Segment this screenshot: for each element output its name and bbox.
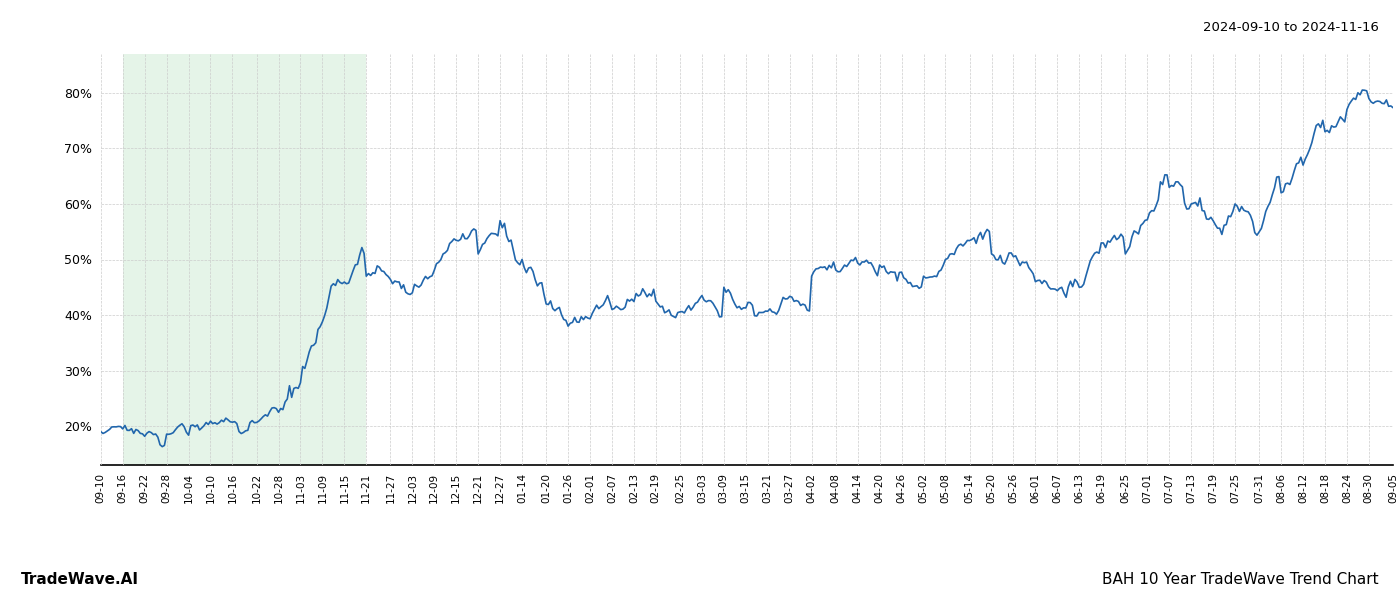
Text: TradeWave.AI: TradeWave.AI [21,572,139,587]
Bar [123,54,367,465]
Text: BAH 10 Year TradeWave Trend Chart: BAH 10 Year TradeWave Trend Chart [1102,572,1379,587]
Text: 2024-09-10 to 2024-11-16: 2024-09-10 to 2024-11-16 [1203,21,1379,34]
